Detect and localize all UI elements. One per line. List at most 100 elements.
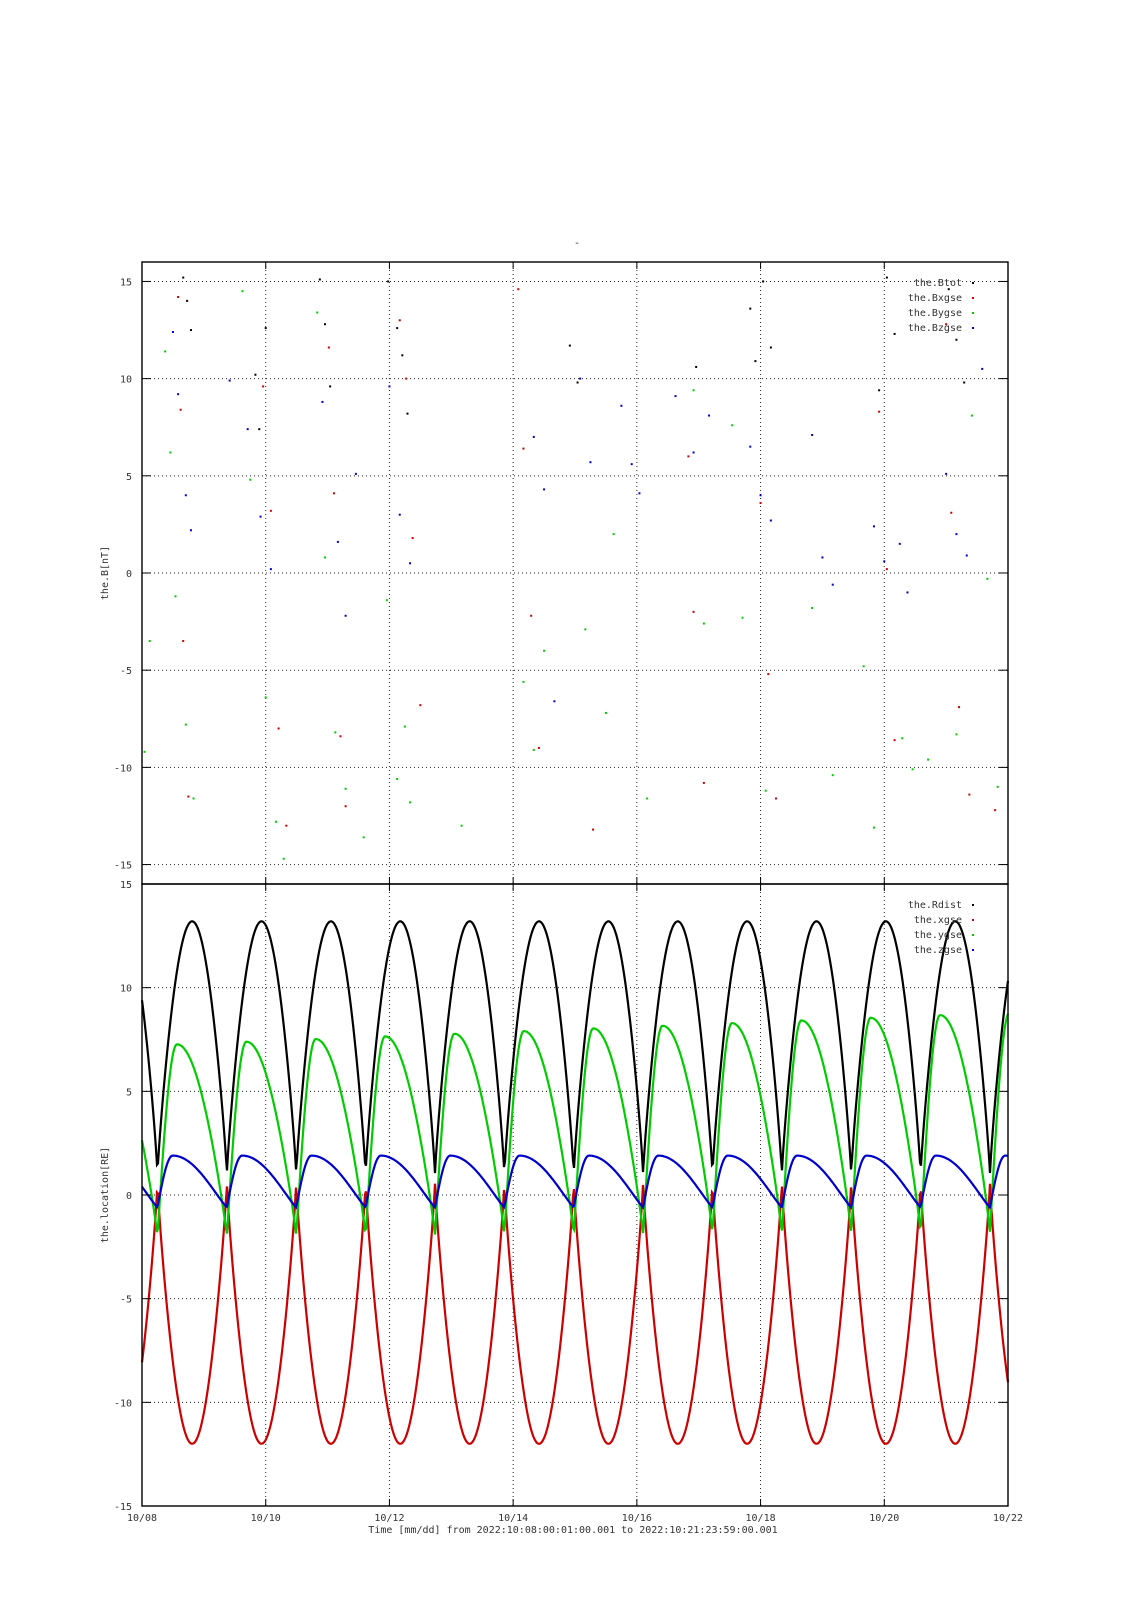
data-point xyxy=(323,556,326,559)
y-tick-label: -5 xyxy=(120,666,132,677)
data-point xyxy=(189,329,192,332)
data-point xyxy=(171,330,174,333)
y-tick-label: -15 xyxy=(114,1502,132,1513)
data-point xyxy=(403,725,406,728)
data-point xyxy=(769,519,772,522)
data-point xyxy=(872,525,875,528)
data-point xyxy=(177,295,180,298)
y-ticks: -15 -10 -5 0 5 10 15 xyxy=(114,880,1008,1513)
data-point xyxy=(687,455,690,458)
data-point xyxy=(775,797,778,800)
data-point xyxy=(396,778,399,781)
data-point xyxy=(604,711,607,714)
legend-swatch xyxy=(972,312,974,314)
data-point xyxy=(409,801,412,804)
data-point xyxy=(612,533,615,536)
data-point xyxy=(584,628,587,631)
data-point xyxy=(189,529,192,532)
data-point xyxy=(318,278,321,281)
data-point xyxy=(411,537,414,540)
y-tick-label: -5 xyxy=(120,1295,132,1306)
data-point xyxy=(362,836,365,839)
series-line xyxy=(141,1154,1009,1210)
data-point xyxy=(767,673,770,676)
data-point xyxy=(419,704,422,707)
data-point xyxy=(321,400,324,403)
data-point xyxy=(192,797,195,800)
data-point xyxy=(754,360,757,363)
data-point xyxy=(327,346,330,349)
data-point xyxy=(831,774,834,777)
data-point xyxy=(409,562,412,565)
legend-swatch xyxy=(972,297,974,299)
data-point xyxy=(692,451,695,454)
data-point xyxy=(692,610,695,613)
legend-swatch xyxy=(972,949,974,951)
legend: the.Rdist the.xgse the.ygse the.zgse xyxy=(908,900,974,956)
data-point xyxy=(695,365,698,368)
data-point xyxy=(530,614,533,617)
data-point xyxy=(811,606,814,609)
legend-label: the.xgse xyxy=(914,915,962,926)
data-point xyxy=(187,795,190,798)
data-point xyxy=(893,332,896,335)
data-point xyxy=(275,820,278,823)
data-point xyxy=(769,346,772,349)
x-tick-label: 10/20 xyxy=(869,1513,899,1524)
y-tick-label: 0 xyxy=(126,569,132,580)
data-point xyxy=(398,513,401,516)
data-point xyxy=(405,377,408,380)
legend-swatch xyxy=(972,934,974,936)
data-point xyxy=(396,327,399,330)
data-point xyxy=(254,373,257,376)
data-point xyxy=(249,478,252,481)
data-point xyxy=(568,344,571,347)
plot-frame xyxy=(141,883,1009,1507)
data-point xyxy=(543,488,546,491)
data-point xyxy=(883,560,886,563)
data-point xyxy=(898,542,901,545)
legend-swatch xyxy=(972,904,974,906)
data-marks xyxy=(140,920,1010,1445)
data-point xyxy=(169,451,172,454)
y-tick-label: 10 xyxy=(120,984,132,995)
y-axis-label: the.B[nT] xyxy=(100,546,111,600)
data-point xyxy=(333,492,336,495)
y-tick-label: 5 xyxy=(126,1087,132,1098)
data-point xyxy=(269,568,272,571)
data-point xyxy=(994,809,997,812)
data-point xyxy=(646,797,649,800)
location-panel: -15 -10 -5 0 5 10 15 the.location[RE] the.Rdis… xyxy=(100,880,1010,1513)
data-point xyxy=(749,307,752,310)
legend-swatch xyxy=(972,327,974,329)
data-point xyxy=(262,385,265,388)
data-point xyxy=(148,640,151,643)
data-point xyxy=(620,404,623,407)
data-point xyxy=(553,700,556,703)
data-point xyxy=(692,389,695,392)
data-point xyxy=(958,706,961,709)
legend-label: the.Btot xyxy=(914,278,962,289)
data-point xyxy=(316,311,319,314)
data-point xyxy=(344,787,347,790)
y-tick-label: 15 xyxy=(120,880,132,891)
legend-label: the.ygse xyxy=(914,930,962,941)
y-tick-label: -10 xyxy=(114,763,132,774)
data-point xyxy=(764,789,767,792)
legend-label: the.Rdist xyxy=(908,900,962,911)
series-line xyxy=(140,920,1010,1174)
data-point xyxy=(708,414,711,417)
data-point xyxy=(385,599,388,602)
data-point xyxy=(901,737,904,740)
y-tick-label: -10 xyxy=(114,1398,132,1409)
data-point xyxy=(179,408,182,411)
x-tick-label: 10/16 xyxy=(622,1513,652,1524)
data-point xyxy=(537,746,540,749)
data-point xyxy=(522,680,525,683)
data-point xyxy=(741,616,744,619)
data-point xyxy=(996,785,999,788)
data-point xyxy=(186,299,189,302)
x-tick-label: 10/10 xyxy=(251,1513,281,1524)
data-point xyxy=(955,338,958,341)
